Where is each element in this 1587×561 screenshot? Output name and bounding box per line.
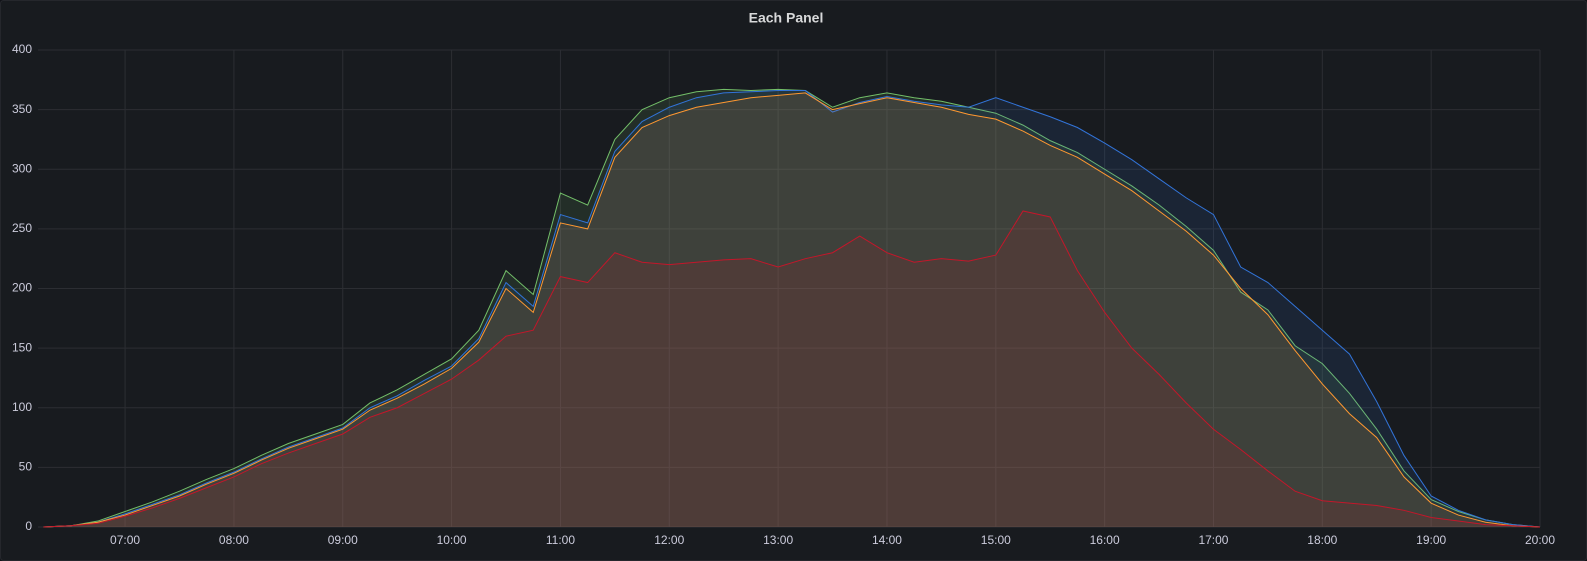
- x-tick-label: 15:00: [981, 533, 1011, 547]
- x-tick-label: 19:00: [1416, 533, 1446, 547]
- x-tick-label: 17:00: [1198, 533, 1228, 547]
- x-tick-label: 08:00: [219, 533, 249, 547]
- y-tick-label: 250: [12, 221, 32, 235]
- x-tick-label: 18:00: [1307, 533, 1337, 547]
- area-fill: [43, 89, 1541, 527]
- area-fill: [43, 92, 1541, 528]
- y-tick-label: 200: [12, 281, 32, 295]
- y-tick-label: 300: [12, 161, 32, 175]
- x-tick-label: 16:00: [1090, 533, 1120, 547]
- y-tick-label: 0: [25, 519, 32, 533]
- x-tick-label: 14:00: [872, 533, 902, 547]
- y-tick-label: 350: [12, 102, 32, 116]
- y-tick-label: 50: [19, 460, 33, 474]
- x-tick-label: 12:00: [654, 533, 684, 547]
- y-tick-label: 100: [12, 400, 32, 414]
- chart-title: Each Panel: [749, 10, 824, 26]
- y-tick-label: 400: [12, 42, 32, 56]
- x-tick-label: 13:00: [763, 533, 793, 547]
- x-tick-label: 07:00: [110, 533, 140, 547]
- area-fill: [43, 210, 1541, 528]
- series-line: [43, 88, 1541, 528]
- series-line: [43, 92, 1541, 528]
- x-tick-label: 11:00: [546, 533, 575, 547]
- series-line: [43, 90, 1541, 528]
- area-fill: [43, 90, 1541, 528]
- x-tick-label: 20:00: [1525, 533, 1555, 547]
- y-tick-label: 150: [12, 340, 32, 354]
- x-tick-label: 10:00: [437, 533, 467, 547]
- series-line: [43, 210, 1541, 528]
- x-tick-label: 09:00: [328, 533, 358, 547]
